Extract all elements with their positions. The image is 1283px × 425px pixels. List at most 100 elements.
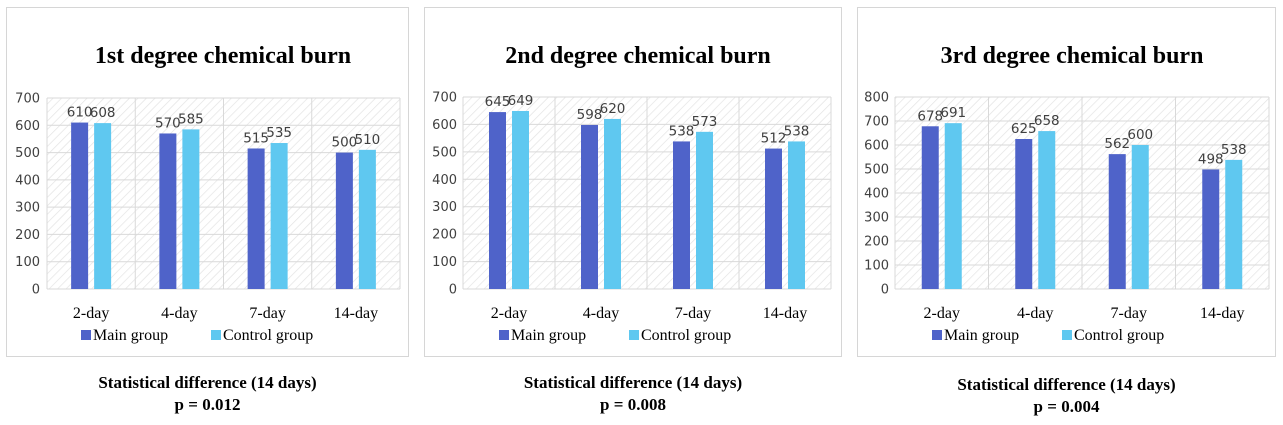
y-tick-label: 400 [15,173,40,188]
y-tick-label: 100 [864,259,889,274]
data-label: 691 [940,105,966,121]
caption-2-p-value: p = 0.008 [600,395,666,414]
bar-main [489,112,506,289]
bar-main [765,148,782,289]
data-label: 512 [761,131,787,147]
legend-swatch [932,330,942,340]
x-tick-label: 7-day [675,305,711,322]
chart-1st-degree: 1st degree chemical burn 0 100 200 300 400 500… [15,43,401,344]
x-tick-label: 7-day [1111,305,1147,322]
bar-main [673,141,690,289]
y-tick-label: 600 [864,139,889,154]
bar-control [944,123,962,289]
y-tick-label: 500 [15,146,40,161]
bar-control [696,131,713,289]
data-label: 658 [1034,113,1060,129]
x-tick-label: 2-day [491,305,527,322]
legend-label: Control group [223,327,313,344]
y-tick-label: 100 [15,255,40,270]
caption-3: Statistical difference (14 days) p = 0.0… [857,374,1276,418]
y-tick-label: 700 [15,92,40,107]
legend-label: Control group [641,327,731,344]
bar-main [1202,169,1220,289]
chart-title: 1st degree chemical burn [95,43,351,69]
bar-control [1131,145,1149,289]
y-tick-label: 700 [432,91,457,106]
bar-main [1015,139,1033,289]
y-tick-label: 200 [864,235,889,250]
y-tick-label: 300 [864,211,889,226]
bar-main [71,122,89,289]
x-tick-label: 14-day [334,305,378,322]
legend-swatch [81,330,91,340]
bar-control [1225,159,1243,289]
y-tick-label: 800 [864,91,889,106]
bar-main [335,152,353,289]
y-tick-label: 400 [864,187,889,202]
data-label: 585 [178,111,204,127]
y-tick-label: 200 [15,228,40,243]
data-label: 535 [266,125,292,141]
y-tick-label: 300 [432,200,457,215]
data-label: 678 [917,108,943,124]
y-tick-label: 400 [432,173,457,188]
chart-panel-3: 3rd degree chemical burn 0 100 200 300 400 500… [857,7,1276,357]
bar-control [358,149,376,289]
data-label: 649 [508,93,534,109]
chart-3rd-degree: 3rd degree chemical burn 0 100 200 300 400 500… [864,43,1270,344]
y-tick-label: 700 [864,115,889,130]
legend-label: Main group [93,327,168,344]
bar-control [604,118,621,289]
x-tick-label: 4-day [583,305,619,322]
caption-3-p-value: p = 0.004 [1033,397,1100,416]
bar-main [1108,154,1126,289]
data-label: 498 [1198,151,1224,167]
chart-panel-2: 2nd degree chemical burn 0 100 200 300 400 500… [424,7,842,357]
data-label: 598 [577,107,603,123]
data-label: 608 [90,105,116,121]
data-label: 500 [331,135,357,151]
caption-2-heading: Statistical difference (14 days) [523,373,743,392]
data-label: 538 [784,123,810,139]
bar-main [159,133,177,289]
caption-3-heading: Statistical difference (14 days) [957,375,1176,394]
legend-label: Control group [1074,327,1164,344]
x-tick-label: 2-day [73,305,109,322]
chart-title: 2nd degree chemical burn [505,43,771,69]
data-label: 620 [600,101,626,117]
bar-control [1038,131,1056,289]
y-tick-label: 600 [15,119,40,134]
caption-1-p-value: p = 0.012 [174,395,241,414]
data-label: 515 [243,130,269,146]
y-tick-label: 300 [15,201,40,216]
x-tick-label: 4-day [1017,305,1053,322]
bar-control [512,110,529,289]
bar-control [182,129,200,289]
chart-panel-1: 1st degree chemical burn 0 100 200 300 400 500… [6,7,409,357]
data-label: 573 [692,114,718,130]
y-tick-label: 500 [432,145,457,160]
x-tick-label: 4-day [161,305,197,322]
caption-2: Statistical difference (14 days) p = 0.0… [424,372,842,416]
chart-2nd-degree: 2nd degree chemical burn 0 100 200 300 400 500… [432,43,832,344]
data-label: 600 [1127,127,1153,143]
bar-main [247,148,265,289]
y-tick-label: 0 [449,283,457,298]
data-label: 645 [485,94,511,110]
y-tick-label: 600 [432,118,457,133]
legend-swatch [1062,330,1072,340]
x-tick-label: 7-day [249,305,285,322]
data-label: 510 [354,132,380,148]
bar-main [581,124,598,289]
y-tick-label: 500 [864,163,889,178]
y-tick-label: 200 [432,228,457,243]
bar-main [921,126,939,289]
data-label: 538 [1221,142,1247,158]
data-label: 625 [1011,121,1037,137]
x-tick-label: 14-day [763,305,807,322]
legend-label: Main group [511,327,586,344]
y-tick-label: 0 [881,283,889,298]
legend-swatch [499,330,509,340]
x-tick-label: 14-day [1200,305,1244,322]
legend-label: Main group [944,327,1019,344]
